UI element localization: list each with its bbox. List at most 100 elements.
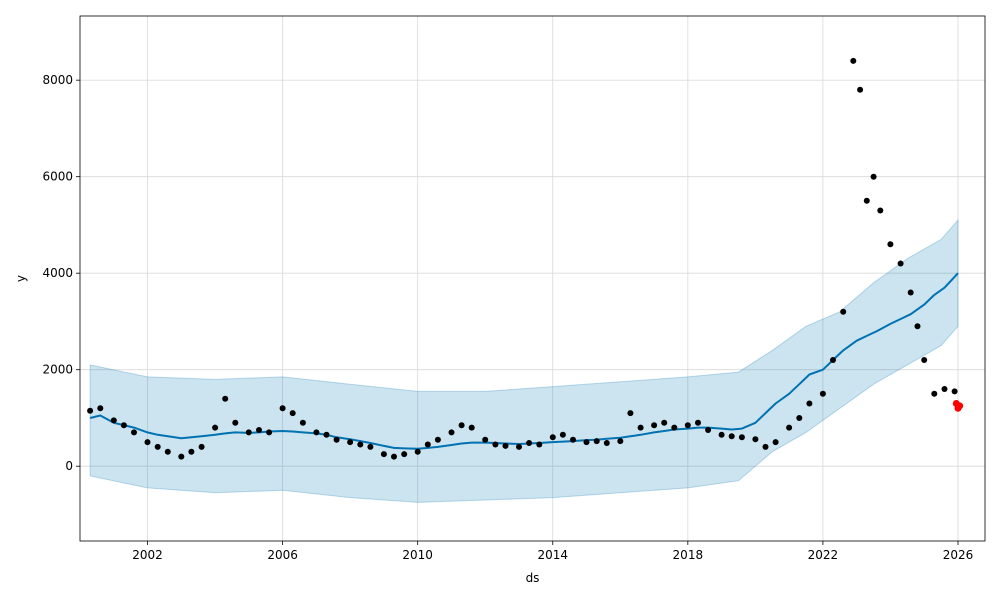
observed-point: [131, 429, 137, 436]
observed-point: [738, 434, 745, 441]
observed-point: [482, 436, 489, 443]
x-tick-label: 2022: [808, 548, 839, 562]
y-axis: 0 2000 4000 6000 8000: [42, 73, 80, 473]
x-axis: 2002 2006 2010 2014 2018 2022 2026: [132, 541, 973, 562]
observed-point: [279, 405, 286, 412]
observed-point: [87, 407, 94, 414]
observed-point: [516, 443, 522, 450]
observed-point: [941, 386, 948, 392]
observed-point: [921, 357, 928, 363]
observed-point: [120, 422, 127, 429]
grid: [80, 16, 985, 541]
x-tick-label: 2014: [537, 548, 568, 562]
observed-point: [458, 422, 465, 429]
observed-point: [840, 308, 847, 315]
observed-point: [178, 453, 185, 460]
observed-point: [164, 448, 171, 455]
observed-point: [313, 429, 320, 436]
observed-point: [367, 443, 374, 450]
observed-point: [492, 441, 499, 448]
observed-point: [536, 441, 543, 448]
observed-point: [266, 429, 273, 436]
observed-point: [951, 388, 958, 395]
x-tick-label: 2002: [132, 548, 163, 562]
observed-point: [661, 419, 668, 426]
observed-point: [931, 390, 938, 397]
observed-point: [333, 436, 340, 443]
observed-point: [401, 451, 408, 458]
observed-point: [414, 448, 421, 455]
observed-point: [806, 400, 813, 407]
observed-point: [154, 443, 161, 450]
observed-point: [718, 431, 725, 438]
observed-point: [424, 441, 431, 448]
observed-point: [198, 443, 205, 450]
y-tick-label: 2000: [42, 363, 73, 377]
observed-point: [448, 429, 455, 436]
observed-point: [391, 453, 397, 460]
observed-series: [87, 57, 958, 460]
observed-point: [299, 419, 306, 426]
observed-point: [786, 424, 793, 431]
observed-point: [110, 417, 117, 424]
observed-point: [289, 410, 296, 417]
y-axis-label: y: [14, 275, 28, 282]
observed-point: [357, 441, 364, 448]
observed-point: [583, 439, 590, 446]
y-tick-label: 4000: [42, 266, 73, 280]
observed-point: [705, 427, 712, 433]
observed-point: [245, 429, 252, 436]
observed-point: [752, 436, 759, 443]
observed-point: [188, 448, 195, 455]
plot-frame: [79, 15, 986, 542]
observed-point: [144, 439, 151, 446]
holdout-series: [952, 400, 964, 412]
observed-point: [870, 173, 877, 180]
observed-point: [762, 443, 769, 450]
observed-point: [857, 86, 864, 93]
observed-point: [323, 431, 330, 438]
observed-point: [651, 422, 658, 429]
observed-point: [617, 438, 624, 445]
observed-point: [897, 260, 904, 267]
observed-point: [887, 241, 894, 248]
y-tick-label: 6000: [42, 170, 73, 184]
observed-point: [914, 323, 921, 330]
observed-point: [593, 438, 600, 445]
observed-point: [347, 439, 354, 446]
observed-point: [671, 424, 678, 431]
observed-point: [380, 451, 387, 458]
x-tick-label: 2010: [402, 548, 433, 562]
x-tick-label: 2006: [267, 548, 298, 562]
observed-point: [819, 390, 826, 397]
observed-point: [549, 434, 556, 441]
forecast-series: [89, 272, 959, 450]
observed-point: [222, 395, 229, 402]
observed-point: [830, 357, 836, 363]
observed-point: [502, 442, 509, 449]
observed-point: [684, 422, 691, 429]
y-tick-label: 8000: [42, 73, 73, 87]
observed-point: [570, 436, 576, 443]
observed-point: [863, 197, 870, 204]
observed-point: [559, 431, 566, 438]
holdout-point: [956, 402, 964, 410]
observed-point: [468, 424, 475, 431]
observed-point: [603, 440, 610, 446]
observed-point: [434, 436, 441, 443]
observed-point: [877, 207, 884, 214]
x-tick-label: 2026: [943, 548, 974, 562]
observed-point: [526, 440, 533, 446]
observed-point: [232, 419, 239, 426]
forecast-line: [89, 272, 959, 450]
observed-point: [97, 405, 104, 412]
observed-point: [728, 433, 735, 440]
x-tick-label: 2018: [673, 548, 704, 562]
observed-point: [772, 439, 779, 446]
observed-point: [850, 57, 857, 64]
observed-point: [627, 410, 634, 417]
y-tick-label: 0: [65, 459, 73, 473]
observed-point: [907, 289, 914, 296]
